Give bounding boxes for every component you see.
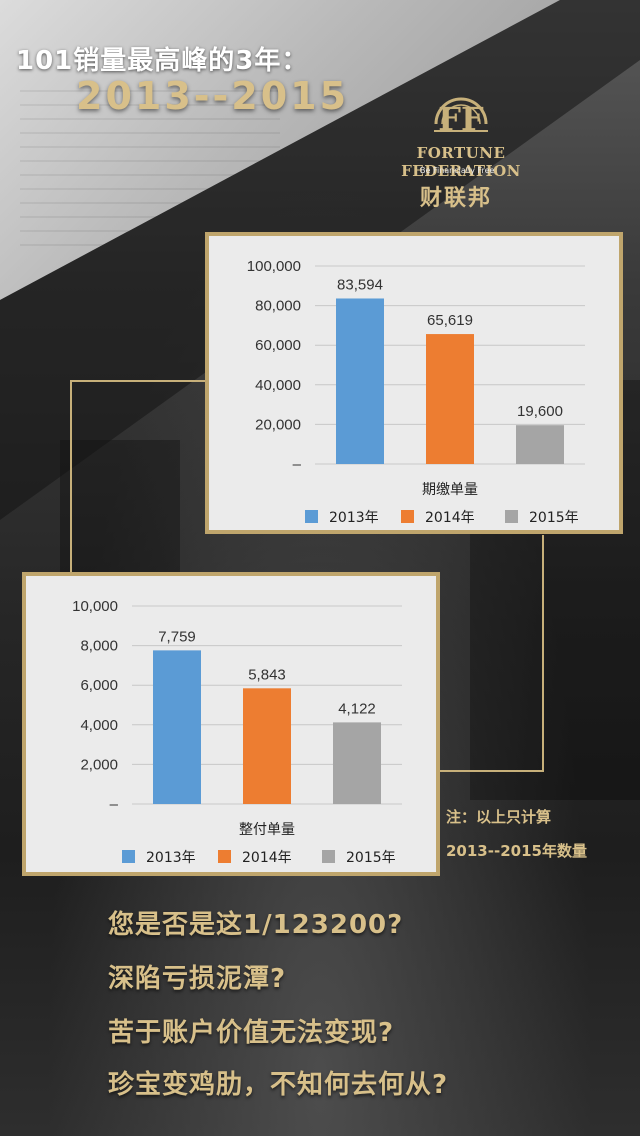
x-axis-label: 期缴单量 — [422, 482, 478, 498]
y-tick-label: 10,000 — [72, 598, 118, 615]
legend-label: 2015年 — [529, 510, 579, 526]
ff-monogram-icon: FF — [434, 97, 488, 138]
bar — [153, 650, 201, 804]
y-tick-label: 100,000 — [247, 258, 301, 275]
question-2: 深陷亏损泥潭? — [108, 964, 287, 994]
y-tick-label: 6,000 — [80, 677, 118, 694]
legend-swatch — [505, 510, 518, 523]
x-axis-label: 整付单量 — [239, 822, 295, 838]
headline: 101销量最高峰的3年： — [16, 46, 309, 76]
chart-single-premium: – 2,000 4,000 6,000 8,000 10,000 7,759 5,843 4,1… — [22, 572, 440, 876]
legend-swatch — [401, 510, 414, 523]
y-tick-label: 20,000 — [255, 416, 301, 433]
chart-regular-premium: – 20,000 40,000 60,000 80,000 100,000 83,594 65… — [205, 232, 623, 534]
chart-svg: – 20,000 40,000 60,000 80,000 100,000 83,594 65… — [247, 258, 585, 526]
data-label: 4,122 — [338, 700, 376, 717]
bar — [333, 722, 381, 804]
question-4: 珍宝变鸡肋，不知何去何从? — [108, 1070, 449, 1100]
connector-line — [438, 770, 544, 772]
legend-label: 2013年 — [329, 510, 379, 526]
y-tick-label: 80,000 — [255, 298, 301, 315]
y-tick-label: – — [110, 796, 119, 813]
connector-line — [542, 535, 544, 770]
brand-slogan: Be Financially Free — [420, 166, 495, 175]
bar — [516, 425, 564, 464]
legend-swatch — [305, 510, 318, 523]
y-tick-label: 40,000 — [255, 377, 301, 394]
bar — [243, 688, 291, 804]
legend-swatch — [218, 850, 231, 863]
y-tick-label: 2,000 — [80, 756, 118, 773]
legend-label: 2014年 — [242, 850, 292, 866]
data-label: 19,600 — [517, 403, 563, 420]
note-line-2: 2013--2015年数量 — [446, 842, 587, 860]
brand-name-cn: 财联邦 — [420, 185, 493, 211]
data-label: 7,759 — [158, 628, 196, 645]
y-tick-label: 4,000 — [80, 717, 118, 734]
bar — [426, 334, 474, 464]
connector-line — [70, 380, 72, 575]
legend-label: 2014年 — [425, 510, 475, 526]
bar — [336, 298, 384, 464]
question-3: 苦于账户价值无法变现? — [108, 1018, 395, 1048]
data-label: 5,843 — [248, 666, 286, 683]
y-tick-label: 8,000 — [80, 638, 118, 655]
legend-label: 2015年 — [346, 850, 396, 866]
brand-name-en: FORTUNE FEDERATION — [401, 144, 521, 180]
legend-swatch — [322, 850, 335, 863]
connector-line — [70, 380, 210, 382]
note-line-1: 注：以上只计算 — [446, 808, 552, 826]
svg-text:FF: FF — [438, 100, 484, 138]
legend-swatch — [122, 850, 135, 863]
question-1: 您是否是这1/123200? — [108, 910, 404, 940]
headline-years: 2013--2015 — [76, 74, 350, 118]
legend-label: 2013年 — [146, 850, 196, 866]
y-tick-label: – — [293, 456, 302, 473]
data-label: 65,619 — [427, 312, 473, 329]
data-label: 83,594 — [337, 276, 383, 293]
chart-svg: – 2,000 4,000 6,000 8,000 10,000 7,759 5,843 4,1… — [72, 598, 402, 866]
y-tick-label: 60,000 — [255, 337, 301, 354]
